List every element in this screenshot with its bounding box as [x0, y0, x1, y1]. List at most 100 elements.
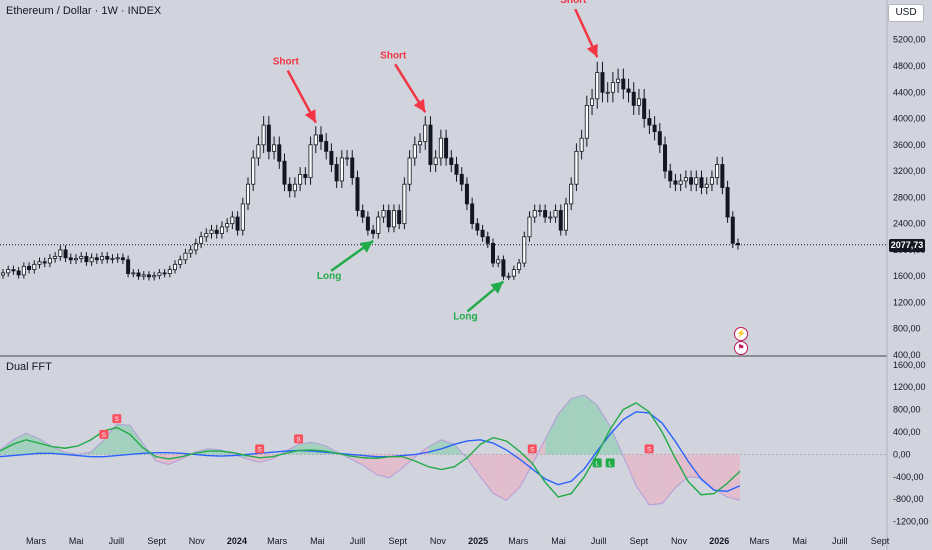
time-tick-label: Juill: [350, 536, 366, 546]
time-tick-label: 2024: [227, 536, 247, 546]
osc-tick-label: 1200,00: [893, 382, 926, 392]
candle-body: [308, 144, 313, 179]
event-lightning-icon[interactable]: ⚡: [734, 327, 748, 341]
candle-body: [287, 183, 292, 192]
annotation-arrowhead: [359, 240, 374, 253]
fft-fill: [571, 395, 585, 455]
candle-body: [73, 258, 78, 261]
candle-body: [563, 203, 568, 231]
candle-body: [355, 177, 360, 211]
fft-signal-marker: [255, 444, 265, 454]
currency-button[interactable]: USD: [888, 4, 924, 22]
fft-fill: [467, 454, 481, 477]
price-tick-label: 5200,00: [893, 35, 926, 45]
candle-body: [454, 164, 459, 175]
candle-body: [0, 272, 6, 276]
candle-body: [371, 229, 376, 234]
fft-line: [0, 394, 741, 506]
time-tick-label: Sept: [871, 536, 890, 546]
candle-body: [678, 180, 683, 185]
candle-body: [42, 261, 47, 264]
osc-tick-label: 1600,00: [893, 360, 926, 370]
candle-body: [527, 216, 532, 238]
time-tick-label: Juill: [832, 536, 848, 546]
candle-body: [58, 249, 63, 257]
candle-body: [558, 210, 563, 231]
fft-fill: [51, 446, 65, 455]
candle-body: [725, 187, 730, 218]
candle-body: [511, 269, 516, 277]
candle-body: [193, 242, 198, 251]
candle-body: [605, 91, 610, 94]
fft-signal-label: S: [257, 446, 262, 453]
candle-body: [610, 82, 615, 93]
fft-fill: [116, 424, 130, 455]
time-tick-label: Sept: [630, 536, 649, 546]
price-candles: [0, 61, 741, 281]
time-tick-label: Mars: [508, 536, 528, 546]
candle-body: [100, 256, 105, 261]
candle-body: [480, 229, 485, 238]
candle-body: [715, 164, 720, 179]
candle-body: [689, 177, 694, 185]
candle-body: [517, 262, 522, 271]
candle-body: [595, 72, 600, 100]
candle-body: [407, 157, 412, 185]
candle-body: [704, 183, 709, 188]
candle-body: [381, 210, 386, 218]
candle-body: [32, 263, 37, 271]
event-flag-icon[interactable]: ⚑: [734, 341, 748, 355]
candle-body: [449, 157, 454, 165]
fft-signal-label: S: [296, 436, 301, 443]
fft-signal-label: S: [102, 432, 107, 439]
time-tick-label: Mai: [551, 536, 566, 546]
annotation-label: Long: [317, 271, 341, 282]
fft-signal-marker: [294, 434, 304, 444]
candle-body: [334, 164, 339, 182]
fft-fill: [558, 398, 572, 455]
fft-signal-marker: [99, 429, 109, 439]
price-tick-label: 2800,00: [893, 192, 926, 202]
fft-fill: [688, 454, 702, 478]
candle-body: [459, 173, 464, 185]
candle-body: [214, 229, 219, 234]
fft-signal-marker: [527, 444, 537, 454]
fft-fill: [519, 454, 533, 488]
fft-signal-marker: [605, 458, 615, 468]
candle-body: [277, 144, 282, 162]
candle-body: [444, 137, 449, 159]
price-tick-label: 1200,00: [893, 297, 926, 307]
annotation-arrowhead: [490, 281, 504, 294]
time-tick-label: Mars: [749, 536, 769, 546]
time-tick-label: 2026: [709, 536, 729, 546]
candle-body: [365, 216, 370, 231]
candle-body: [423, 124, 428, 142]
candle-body: [178, 259, 183, 265]
fft-fill: [506, 454, 520, 501]
time-tick-label: Nov: [671, 536, 688, 546]
candle-body: [391, 210, 396, 228]
candle-body: [569, 183, 574, 205]
candle-body: [537, 210, 542, 212]
candle-body: [590, 98, 595, 106]
fft-fill: [103, 424, 117, 455]
candle-body: [506, 275, 511, 278]
candle-body: [131, 272, 136, 275]
fft-signal-label: L: [608, 460, 612, 467]
fft-fill: [636, 454, 650, 505]
candle-body: [709, 177, 714, 185]
candle-body: [313, 134, 318, 146]
candle-body: [350, 157, 355, 179]
candle-body: [636, 98, 641, 106]
candle-body: [209, 229, 214, 234]
fft-fill: [129, 425, 143, 455]
candle-body: [345, 157, 350, 160]
time-tick-label: Mai: [310, 536, 325, 546]
candle-body: [324, 141, 329, 152]
candle-body: [402, 183, 407, 225]
candle-body: [303, 173, 308, 179]
annotation-arrowhead: [413, 98, 426, 113]
candle-body: [600, 72, 605, 93]
fft-fill: [493, 454, 507, 501]
